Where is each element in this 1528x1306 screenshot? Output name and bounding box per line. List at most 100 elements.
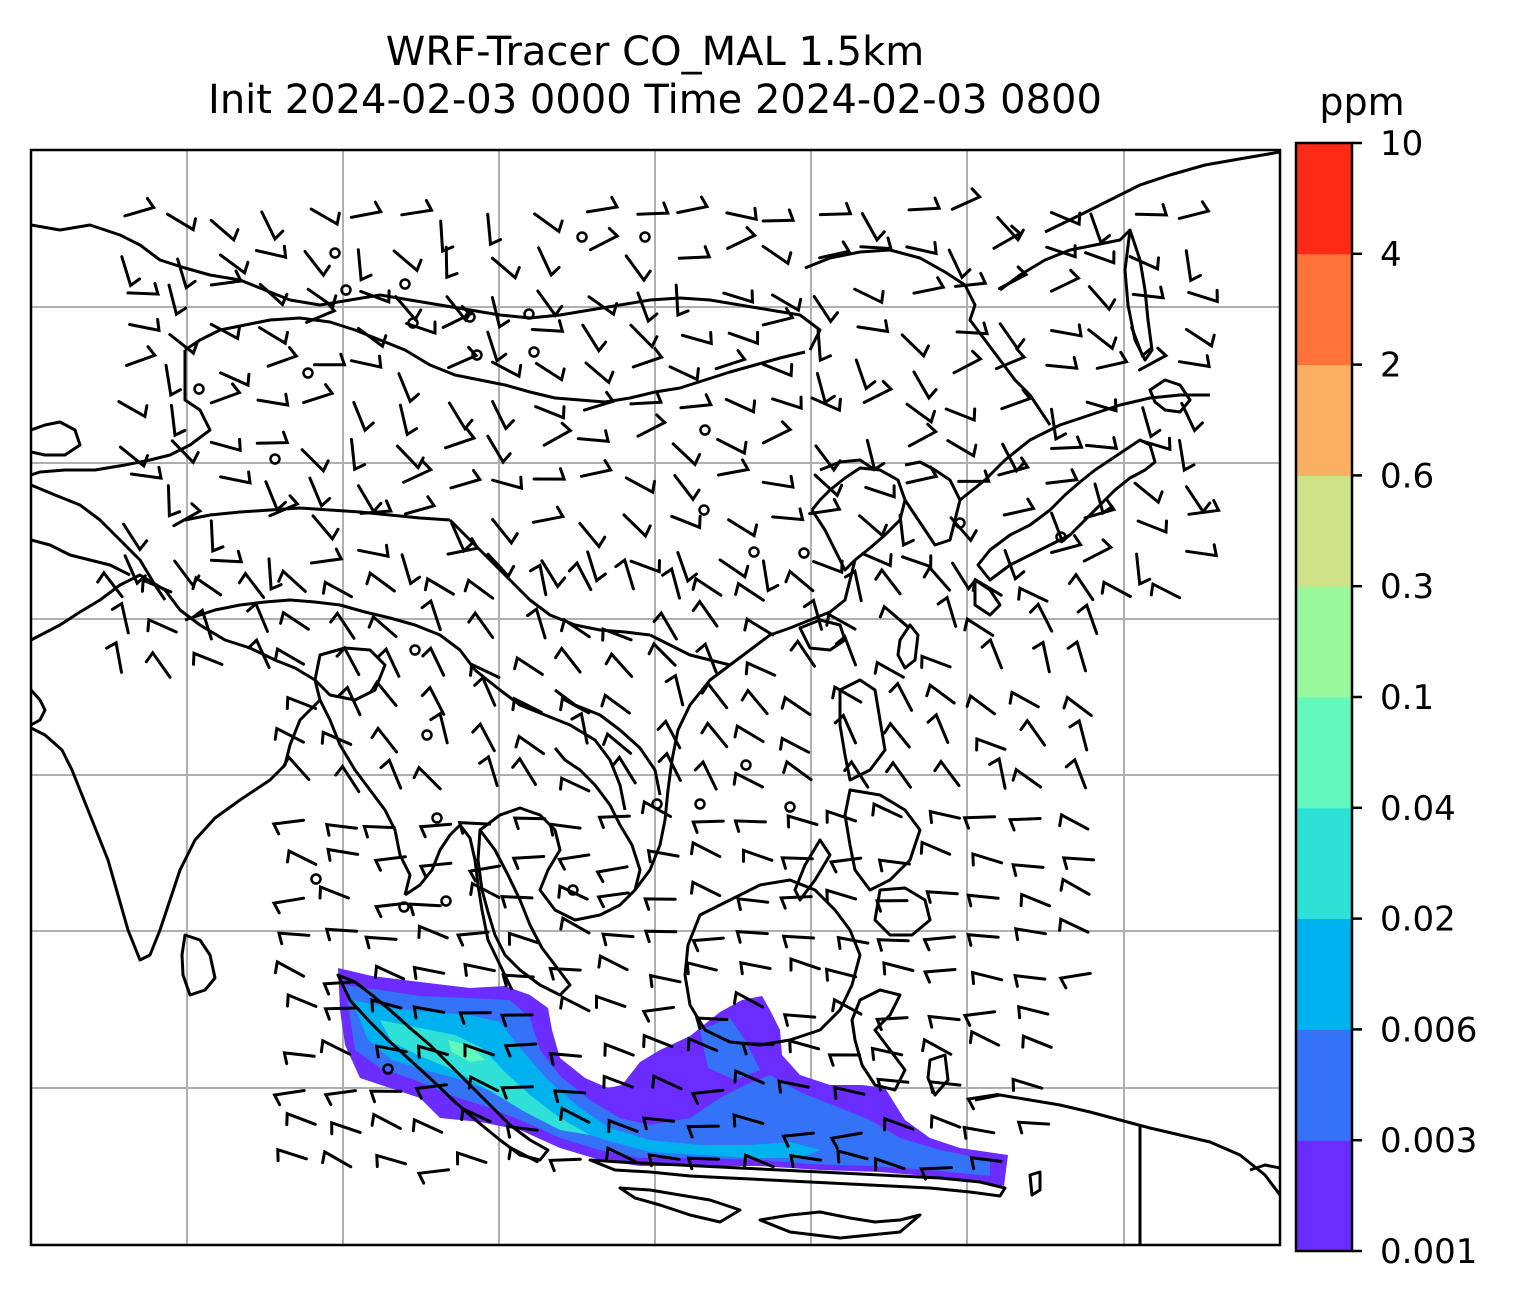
wind-barb [818, 201, 853, 217]
wind-barb [400, 199, 434, 217]
calm-circle [567, 884, 579, 896]
calm-circle [421, 729, 433, 741]
wind-barb [781, 1131, 815, 1148]
wind-barb [1085, 398, 1118, 413]
wind-barb [919, 840, 952, 856]
wind-barb [883, 1116, 915, 1132]
calm-circle [694, 798, 706, 810]
wind-barb [691, 936, 725, 953]
tibet-region [184, 506, 451, 522]
wind-barb [1095, 350, 1129, 370]
colorbar-tick-label: 0.003 [1380, 1121, 1477, 1161]
wind-barb [439, 219, 455, 254]
wind-barb [1058, 812, 1090, 831]
wind-barb [1141, 406, 1162, 439]
wind-barb [782, 1013, 817, 1027]
wind-barb [246, 601, 269, 633]
wind-barb [511, 756, 537, 786]
wind-barb [735, 929, 769, 944]
wind-barb [503, 1042, 538, 1058]
wind-barb [559, 915, 591, 935]
colorbar-block [1296, 475, 1352, 587]
wind-barb [642, 1033, 674, 1049]
japan-hokkaido [1148, 378, 1192, 414]
wind-barb [695, 641, 718, 674]
calm-circle [399, 278, 411, 290]
calm-circle [639, 231, 651, 243]
wind-barb [740, 688, 769, 716]
wind-barb [725, 206, 758, 222]
wind-barb [1007, 817, 1042, 832]
wind-barb [587, 295, 619, 317]
wind-barb [273, 959, 306, 978]
wind-barb [966, 893, 1000, 908]
wind-barb [123, 197, 157, 218]
wind-barb [734, 581, 765, 602]
wind-barb [255, 430, 290, 445]
vietnam-border [649, 633, 731, 667]
calm-circle [431, 812, 443, 824]
wind-barb [1068, 718, 1089, 752]
wind-barb [531, 505, 566, 524]
wind-barb [277, 568, 307, 593]
wind-barb [732, 1113, 765, 1128]
colorbar-block [1296, 807, 1352, 920]
wind-barb [905, 465, 939, 485]
wind-barb [490, 296, 511, 330]
wind-barb [1136, 519, 1168, 535]
wind-barb [828, 856, 863, 874]
wind-barb [559, 1106, 591, 1124]
wind-barb [266, 346, 299, 368]
wind-barb [209, 322, 241, 341]
wind-barb [643, 929, 678, 944]
wind-barb [690, 840, 722, 859]
wind-barb [952, 349, 984, 375]
wind-barb [732, 771, 764, 789]
wind-barb [833, 712, 857, 745]
wind-barb [303, 250, 331, 278]
colorbar-block [1296, 1029, 1352, 1141]
wind-barb [641, 1005, 676, 1023]
wind-barb [286, 848, 318, 866]
wind-barb [548, 966, 582, 981]
wind-barb [690, 880, 722, 898]
wind-barb [743, 1153, 775, 1169]
wind-barb [1050, 323, 1083, 338]
wind-barb [511, 855, 546, 870]
wind-barb [273, 646, 305, 666]
wind-barb [306, 287, 338, 309]
wind-barb [1185, 543, 1219, 558]
wind-barb [362, 824, 396, 839]
wind-barb [629, 390, 664, 406]
wind-barb [467, 864, 502, 883]
wind-barb [559, 775, 591, 793]
wind-barb [582, 390, 616, 412]
wind-barb [254, 244, 288, 260]
wind-barb [281, 754, 311, 781]
wind-barb [128, 318, 161, 333]
wind-barb [530, 319, 565, 333]
wind-barb [486, 552, 516, 579]
wind-barb [512, 816, 547, 831]
calm-circle [407, 317, 419, 329]
wind-barb [686, 1124, 720, 1139]
india-coast [31, 573, 322, 962]
wind-barb [305, 301, 337, 324]
calm-circle [398, 901, 410, 913]
wind-barb [727, 518, 759, 538]
wind-barb [320, 730, 353, 746]
wind-barb [1011, 767, 1043, 789]
wind-barb [369, 679, 398, 707]
wind-barb [1187, 499, 1221, 516]
wind-barb [514, 733, 546, 756]
wind-barb [219, 253, 250, 276]
wind-barb [418, 822, 453, 839]
wind-barb [733, 1068, 765, 1085]
wind-barb [739, 960, 772, 976]
wind-barb [1050, 534, 1084, 554]
wind-barb [831, 997, 863, 1016]
persian-edge [31, 688, 47, 727]
indochina-borders [474, 668, 627, 811]
calm-circle [784, 801, 796, 813]
wind-barb [349, 200, 384, 219]
